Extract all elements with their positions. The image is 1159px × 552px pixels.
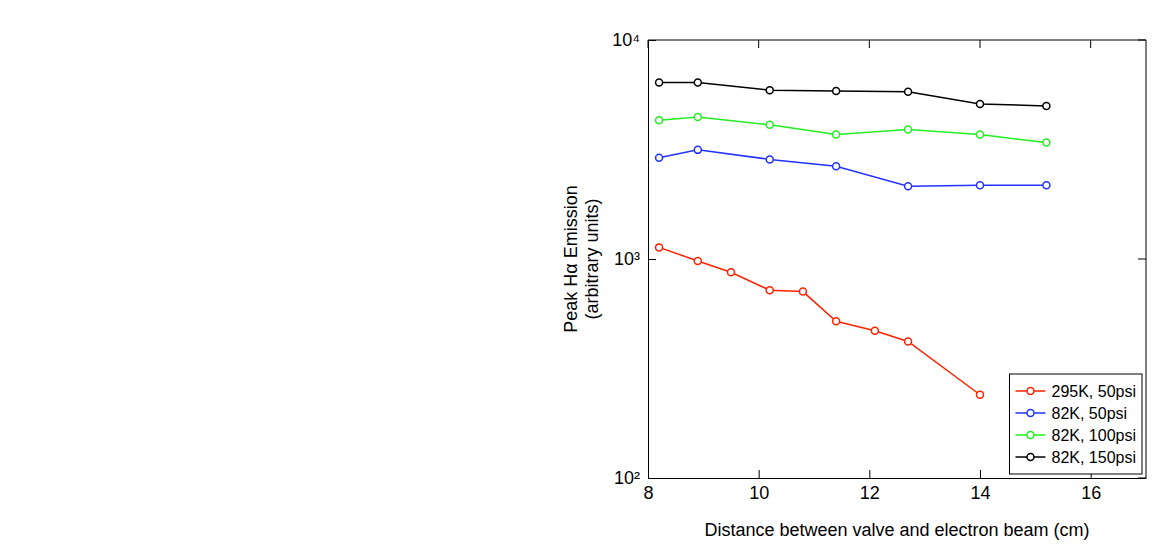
y-tick-label: 10³: [614, 249, 640, 269]
series-marker: [656, 244, 663, 251]
series-marker: [1043, 102, 1050, 109]
series-marker: [871, 327, 878, 334]
x-tick-mark-top: [1090, 40, 1091, 48]
y-axis-title: Peak Hα Emission: [561, 185, 581, 332]
y-axis: 10² 10³ 10⁴: [612, 30, 656, 488]
y-axis-title: (arbitrary units): [582, 198, 602, 319]
x-tick-mark: [759, 470, 760, 478]
x-tick: 16: [1081, 470, 1101, 503]
x-tick-label: 12: [860, 483, 880, 503]
legend-label: 82K, 100psi: [1051, 427, 1136, 444]
series-marker: [905, 88, 912, 95]
plot-data: [656, 79, 1050, 398]
series-marker: [833, 318, 840, 325]
y-tick-mark-right: [1138, 259, 1146, 260]
y-tick-mark-right: [1138, 478, 1146, 479]
x-axis-line: [649, 478, 1147, 479]
series-marker: [694, 146, 701, 153]
x-axis-title: Distance between valve and electron beam…: [704, 520, 1089, 540]
series-marker: [977, 101, 984, 108]
x-tick-mark-top: [980, 40, 981, 48]
series-marker: [728, 269, 735, 276]
x-tick-label: 16: [1081, 483, 1101, 503]
series-line: [659, 247, 980, 394]
legend-marker: [1027, 432, 1034, 439]
x-tick-mark-top: [869, 40, 870, 48]
series-marker: [766, 87, 773, 94]
y-tick-mark: [648, 40, 656, 41]
y-tick-mark-right: [1138, 40, 1146, 41]
frame-top: [648, 40, 1146, 41]
series-marker: [905, 338, 912, 345]
x-tick-mark-top: [758, 40, 759, 48]
x-tick: 14: [970, 470, 990, 503]
series-marker: [656, 79, 663, 86]
y-tick-mark: [648, 478, 656, 479]
y-tick: 10³: [614, 249, 656, 269]
series-marker: [766, 287, 773, 294]
series-marker: [977, 391, 984, 398]
x-tick-mark: [980, 470, 981, 478]
series-marker: [833, 131, 840, 138]
x-tick-mark: [869, 470, 870, 478]
legend-marker: [1027, 388, 1034, 395]
x-tick-label: 14: [970, 483, 990, 503]
series-line: [659, 117, 1046, 143]
y-tick-label: 10⁴: [612, 30, 640, 50]
chart: 8 10 12 14 16 10² 10³ 10⁴ Distance between valve…: [0, 0, 1159, 552]
series-marker: [656, 117, 663, 124]
x-axis: 8 10 12 14 16: [643, 470, 1146, 503]
series-marker: [694, 79, 701, 86]
series-marker: [905, 126, 912, 133]
series-marker: [656, 154, 663, 161]
x-tick: 12: [860, 470, 880, 503]
series-marker: [905, 183, 912, 190]
series-marker: [1043, 139, 1050, 146]
series-marker: [977, 131, 984, 138]
y-tick-mark: [648, 259, 656, 260]
series-marker: [833, 163, 840, 170]
legend-box: [1009, 374, 1142, 474]
legend-label: 82K, 150psi: [1051, 449, 1136, 466]
series-line: [659, 82, 1046, 105]
legend-marker: [1027, 454, 1034, 461]
legend-label: 295K, 50psi: [1051, 383, 1136, 400]
series-marker: [977, 182, 984, 189]
series-line: [659, 150, 1046, 186]
series-marker: [766, 156, 773, 163]
series-marker: [766, 121, 773, 128]
x-tick: 10: [749, 470, 769, 503]
legend-marker: [1027, 410, 1034, 417]
series-marker: [1043, 182, 1050, 189]
x-tick-label: 10: [749, 483, 769, 503]
series-marker: [694, 257, 701, 264]
x-tick-label: 8: [643, 483, 653, 503]
legend: 295K, 50psi 82K, 50psi 82K, 100psi 82K, 150…: [1009, 374, 1142, 474]
y-tick: 10²: [614, 468, 656, 488]
y-tick: 10⁴: [612, 30, 656, 50]
series-marker: [833, 87, 840, 94]
series-marker: [799, 288, 806, 295]
series-marker: [694, 114, 701, 121]
legend-label: 82K, 50psi: [1051, 405, 1127, 422]
y-tick-label: 10²: [614, 468, 640, 488]
